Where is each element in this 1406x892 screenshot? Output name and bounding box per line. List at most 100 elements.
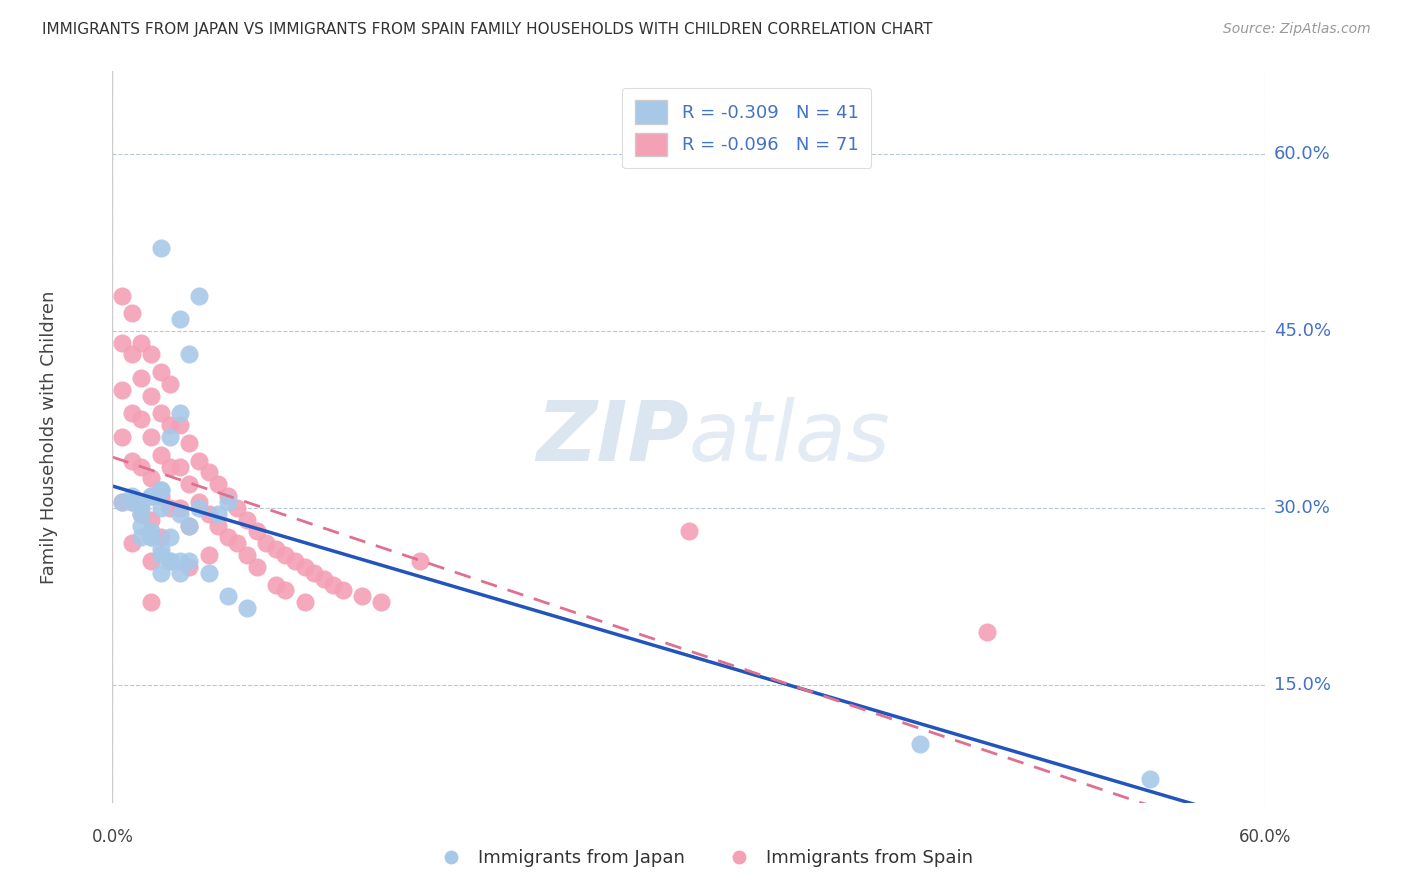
- Point: [264, 577, 287, 591]
- Point: [312, 572, 335, 586]
- Point: [111, 430, 134, 444]
- Point: [111, 495, 134, 509]
- Point: [139, 489, 162, 503]
- Point: [236, 513, 259, 527]
- Point: [149, 483, 172, 498]
- Point: [159, 500, 181, 515]
- Point: [111, 495, 134, 509]
- Point: [129, 412, 153, 426]
- Point: [121, 347, 143, 361]
- Point: [129, 530, 153, 544]
- Point: [169, 500, 191, 515]
- Point: [246, 524, 269, 539]
- Point: [197, 466, 219, 480]
- Point: [409, 554, 432, 568]
- Point: [139, 530, 162, 544]
- Point: [678, 524, 700, 539]
- Text: 0.0%: 0.0%: [91, 828, 134, 846]
- Point: [169, 554, 191, 568]
- Point: [149, 542, 172, 557]
- Point: [294, 559, 316, 574]
- Point: [217, 495, 239, 509]
- Point: [169, 459, 191, 474]
- Point: [274, 548, 297, 562]
- Point: [226, 536, 249, 550]
- Point: [169, 507, 191, 521]
- Point: [129, 518, 153, 533]
- Point: [169, 418, 191, 433]
- Point: [149, 548, 172, 562]
- Point: [332, 583, 354, 598]
- Point: [121, 453, 143, 467]
- Point: [149, 241, 172, 255]
- Point: [179, 347, 201, 361]
- Point: [149, 530, 172, 544]
- Point: [129, 507, 153, 521]
- Point: [169, 407, 191, 421]
- Point: [197, 566, 219, 580]
- Point: [129, 459, 153, 474]
- Point: [149, 448, 172, 462]
- Text: 60.0%: 60.0%: [1274, 145, 1330, 163]
- Point: [217, 530, 239, 544]
- Point: [129, 500, 153, 515]
- Text: 30.0%: 30.0%: [1274, 499, 1330, 516]
- Point: [139, 595, 162, 609]
- Point: [139, 530, 162, 544]
- Point: [236, 601, 259, 615]
- Point: [159, 554, 181, 568]
- Point: [264, 542, 287, 557]
- Point: [179, 477, 201, 491]
- Point: [159, 376, 181, 391]
- Point: [188, 453, 211, 467]
- Point: [139, 489, 162, 503]
- Point: [139, 389, 162, 403]
- Point: [159, 554, 181, 568]
- Point: [111, 288, 134, 302]
- Point: [304, 566, 326, 580]
- Point: [188, 500, 211, 515]
- Point: [370, 595, 392, 609]
- Point: [246, 559, 269, 574]
- Point: [274, 583, 297, 598]
- Point: [139, 554, 162, 568]
- Point: [217, 489, 239, 503]
- Text: 15.0%: 15.0%: [1274, 676, 1330, 694]
- Point: [294, 595, 316, 609]
- Point: [284, 554, 307, 568]
- Point: [129, 495, 153, 509]
- Point: [149, 365, 172, 379]
- Text: atlas: atlas: [689, 397, 890, 477]
- Point: [139, 513, 162, 527]
- Point: [908, 737, 931, 751]
- Text: IMMIGRANTS FROM JAPAN VS IMMIGRANTS FROM SPAIN FAMILY HOUSEHOLDS WITH CHILDREN C: IMMIGRANTS FROM JAPAN VS IMMIGRANTS FROM…: [42, 22, 932, 37]
- Point: [197, 507, 219, 521]
- Point: [149, 407, 172, 421]
- Point: [159, 530, 181, 544]
- Point: [254, 536, 277, 550]
- Legend: R = -0.309   N = 41, R = -0.096   N = 71: R = -0.309 N = 41, R = -0.096 N = 71: [621, 87, 872, 169]
- Point: [226, 500, 249, 515]
- Text: Family Households with Children: Family Households with Children: [39, 291, 58, 583]
- Point: [121, 495, 143, 509]
- Point: [188, 288, 211, 302]
- Point: [121, 407, 143, 421]
- Point: [169, 566, 191, 580]
- Text: Source: ZipAtlas.com: Source: ZipAtlas.com: [1223, 22, 1371, 37]
- Point: [129, 507, 153, 521]
- Point: [159, 459, 181, 474]
- Point: [179, 518, 201, 533]
- Point: [121, 536, 143, 550]
- Point: [139, 524, 162, 539]
- Point: [197, 548, 219, 562]
- Point: [139, 430, 162, 444]
- Point: [352, 590, 374, 604]
- Point: [159, 430, 181, 444]
- Point: [139, 347, 162, 361]
- Point: [111, 383, 134, 397]
- Point: [322, 577, 344, 591]
- Point: [149, 483, 172, 498]
- Point: [207, 507, 229, 521]
- Point: [111, 335, 134, 350]
- Point: [976, 624, 998, 639]
